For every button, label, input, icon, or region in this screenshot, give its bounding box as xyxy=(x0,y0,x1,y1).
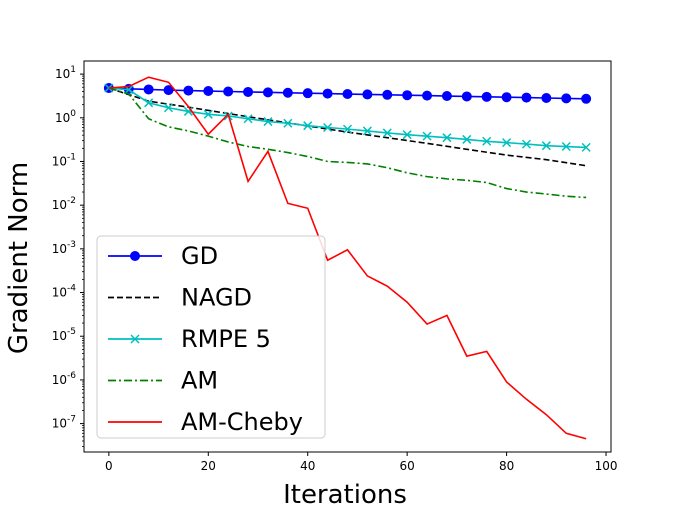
data-point xyxy=(501,92,512,103)
data-point xyxy=(561,93,572,104)
legend-marker xyxy=(130,251,140,261)
legend-item-rmpe-5: RMPE 5 xyxy=(108,325,271,353)
x-tick-label: 80 xyxy=(499,459,514,473)
legend-label: GD xyxy=(181,242,218,270)
data-point xyxy=(521,92,532,103)
y-tick-label: 10-4 xyxy=(52,284,77,300)
data-point xyxy=(382,128,392,138)
series-rmpe-5 xyxy=(104,83,591,152)
data-point xyxy=(342,89,353,100)
data-point xyxy=(382,89,393,100)
data-point xyxy=(561,141,571,152)
data-point xyxy=(541,92,552,103)
series-line-am-cheby xyxy=(108,76,587,440)
data-point xyxy=(441,91,452,102)
legend-label: NAGD xyxy=(181,284,252,312)
legend-box xyxy=(96,235,326,439)
data-point xyxy=(322,88,333,99)
data-point xyxy=(422,90,433,101)
data-point xyxy=(302,88,313,99)
y-tick-label: 10-1 xyxy=(52,152,76,168)
data-point xyxy=(104,83,114,93)
x-tick-label: 0 xyxy=(105,459,113,473)
data-point xyxy=(362,126,372,136)
legend-label: AM-Cheby xyxy=(181,408,303,436)
x-tick-label: 40 xyxy=(300,459,315,473)
y-axis: 101 100 10-1 10-2 10-3 10-4 10-5 10-6 10-7 xyxy=(52,65,84,447)
series-am xyxy=(108,87,587,199)
data-point xyxy=(203,109,213,119)
data-point xyxy=(581,142,591,152)
data-point xyxy=(262,87,273,98)
data-point xyxy=(461,91,472,102)
x-tick-label: 20 xyxy=(201,459,216,473)
series-am-cheby xyxy=(108,76,587,440)
data-point xyxy=(243,114,253,124)
data-point xyxy=(163,85,174,96)
data-point xyxy=(462,134,472,144)
x-tick-label: 60 xyxy=(400,459,415,473)
y-tick-label: 101 xyxy=(55,65,76,81)
data-point xyxy=(521,139,532,149)
data-point xyxy=(342,124,353,134)
data-point xyxy=(502,138,512,148)
data-point xyxy=(163,103,174,113)
data-point xyxy=(481,91,492,102)
series-gd xyxy=(103,83,592,104)
legend-item-nagd: NAGD xyxy=(108,284,252,312)
data-point xyxy=(402,90,413,101)
data-point xyxy=(541,141,551,151)
y-tick-label: 100 xyxy=(55,109,76,125)
data-point xyxy=(144,98,154,108)
y-axis-title: Gradient Norm xyxy=(4,162,34,354)
legend-item-am-cheby: AM-Cheby xyxy=(108,408,303,436)
data-point xyxy=(223,86,234,97)
data-point xyxy=(303,121,313,131)
y-tick-label: 10-6 xyxy=(52,371,77,387)
x-tick-label: 100 xyxy=(595,459,618,473)
legend-item-gd: GD xyxy=(108,242,218,270)
x-axis-title: Iterations xyxy=(283,480,407,507)
legend-item-am: AM xyxy=(108,367,218,395)
series-line-am xyxy=(108,87,587,199)
y-tick-label: 10-7 xyxy=(52,415,76,431)
legend-label: RMPE 5 xyxy=(181,325,271,353)
legend-label: AM xyxy=(181,367,218,395)
data-point xyxy=(323,122,333,133)
y-tick-label: 10-2 xyxy=(52,196,76,212)
x-axis: 0 20 40 60 80 100 xyxy=(105,452,617,473)
legend: GD NAGD RMPE 5 AM AM-Cheby xyxy=(96,235,326,439)
legend-marker xyxy=(130,334,140,344)
data-point xyxy=(243,86,254,97)
data-point xyxy=(282,87,293,98)
series-layer xyxy=(103,76,592,440)
data-point xyxy=(143,84,154,95)
data-point xyxy=(362,89,373,100)
data-point xyxy=(283,118,293,128)
data-point xyxy=(581,93,592,104)
data-point xyxy=(183,106,193,116)
data-point xyxy=(422,131,432,141)
data-point xyxy=(183,85,194,96)
data-point xyxy=(402,130,412,140)
y-tick-label: 10-5 xyxy=(52,327,76,343)
y-tick-label: 10-3 xyxy=(52,240,76,256)
data-point xyxy=(482,136,492,146)
data-point xyxy=(203,86,214,97)
data-point xyxy=(263,117,273,127)
data-point xyxy=(442,133,452,143)
